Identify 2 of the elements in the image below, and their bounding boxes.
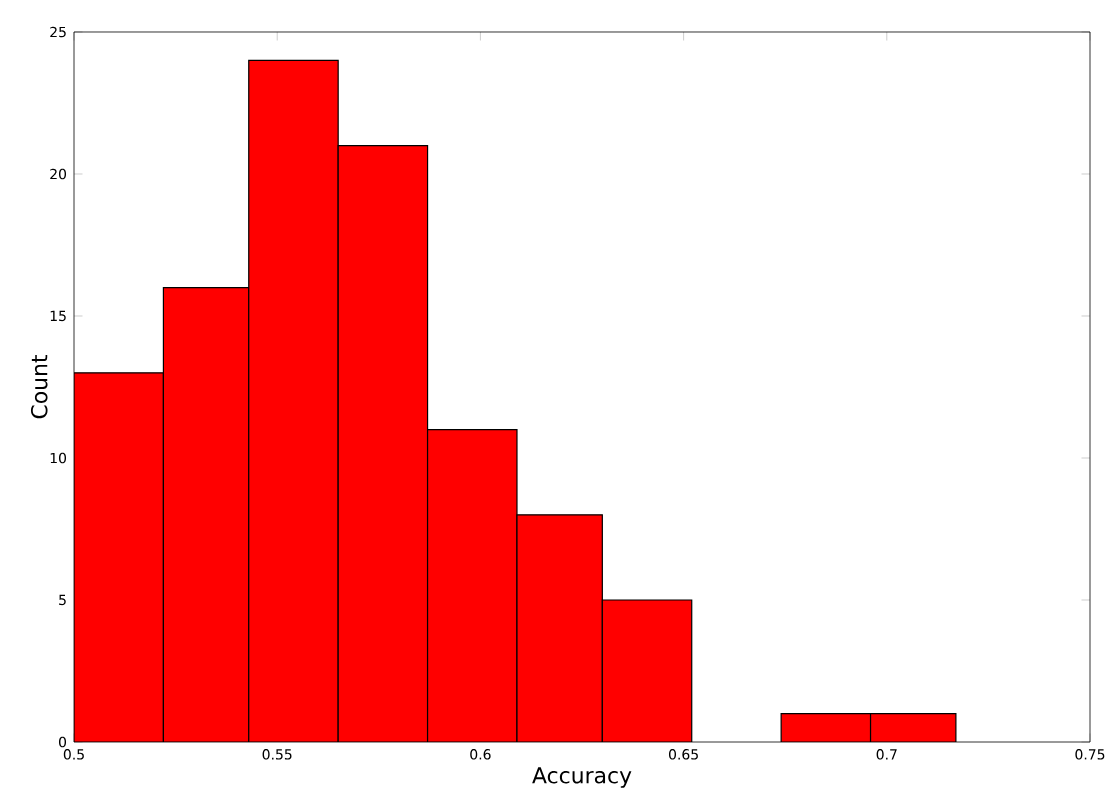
y-axis-title: Count bbox=[30, 354, 48, 419]
x-axis-title: Accuracy bbox=[532, 767, 632, 788]
